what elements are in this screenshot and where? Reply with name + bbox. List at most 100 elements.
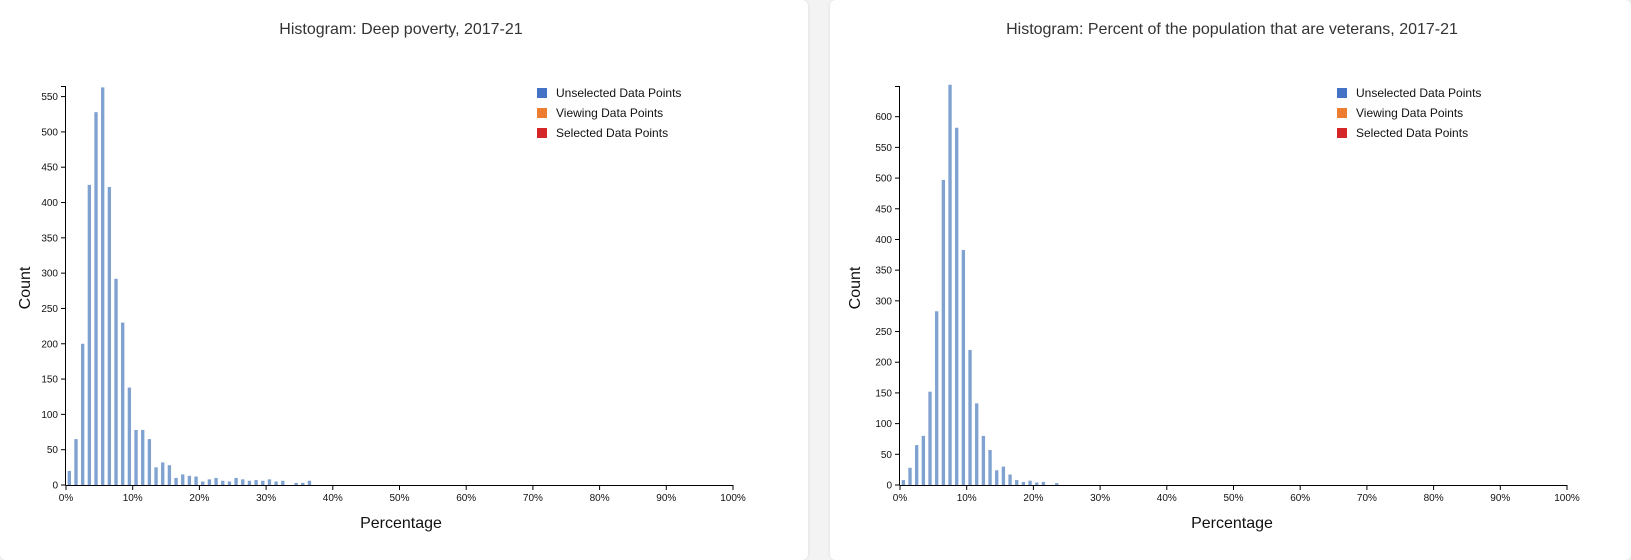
legend-label-selected: Selected Data Points <box>1356 126 1468 140</box>
histogram-bar <box>274 481 278 485</box>
y-tick-label: 350 <box>875 266 892 277</box>
x-tick-label: 100% <box>720 493 746 504</box>
histogram-bar <box>187 475 192 485</box>
y-tick-label: 250 <box>875 327 892 338</box>
y-tick-label: 400 <box>875 235 892 246</box>
y-tick-label: 150 <box>41 375 58 386</box>
y-tick-label: 400 <box>41 198 58 209</box>
histogram-bar <box>161 462 165 485</box>
legend-label-viewing: Viewing Data Points <box>556 106 663 120</box>
legend-swatch-selected <box>1337 128 1347 138</box>
histogram-bar <box>121 322 125 485</box>
histogram-bar <box>1008 474 1012 485</box>
histogram-bar <box>1041 481 1046 485</box>
y-tick-label: 450 <box>875 204 892 215</box>
legend-swatch-viewing <box>537 108 547 118</box>
x-axis: 0% 10% 20% 30% 40% 50% 60% 70% 80% 90% 100% <box>893 485 1580 504</box>
histogram-bar <box>127 387 132 485</box>
legend-label-selected: Selected Data Points <box>556 126 668 140</box>
x-tick-label: 20% <box>189 493 209 504</box>
histogram-bar <box>901 480 906 485</box>
histogram-panel-veterans: Histogram: Percent of the population tha… <box>830 0 1631 560</box>
x-tick-label: 70% <box>1357 493 1377 504</box>
histogram-bar <box>1028 480 1032 485</box>
y-tick-label: 100 <box>41 410 58 421</box>
x-tick-label: 60% <box>456 493 476 504</box>
histogram-bar <box>141 429 145 485</box>
chart-title: Histogram: Percent of the population tha… <box>1006 21 1458 38</box>
histogram-bar <box>1055 483 1059 485</box>
histogram-bar <box>114 278 118 485</box>
histogram-bar <box>981 435 986 485</box>
x-tick-label: 60% <box>1290 493 1310 504</box>
histogram-bar <box>1015 480 1019 485</box>
x-tick-label: 20% <box>1023 493 1043 504</box>
x-tick-label: 50% <box>389 493 409 504</box>
x-tick-label: 10% <box>123 493 143 504</box>
legend: Unselected Data Points Viewing Data Poin… <box>1337 86 1481 140</box>
histogram-bar <box>147 439 152 485</box>
histogram-bar <box>935 311 939 485</box>
y-tick-label: 350 <box>41 233 58 244</box>
histogram-bar <box>107 186 112 486</box>
x-tick-label: 90% <box>656 493 676 504</box>
bar-series <box>901 84 1059 486</box>
histogram-bar <box>181 474 185 485</box>
legend-item-viewing[interactable]: Viewing Data Points <box>537 106 663 120</box>
histogram-bar <box>955 127 959 486</box>
x-tick-label: 0% <box>59 493 74 504</box>
x-tick-label: 80% <box>590 493 610 504</box>
legend-item-selected[interactable]: Selected Data Points <box>1337 126 1468 140</box>
x-tick-label: 80% <box>1424 493 1444 504</box>
y-tick-label: 150 <box>875 388 892 399</box>
histogram-bar <box>267 479 272 485</box>
histogram-bar <box>227 481 232 485</box>
legend-label-unselected: Unselected Data Points <box>1356 86 1481 100</box>
histogram-bar <box>221 480 225 485</box>
histogram-bar <box>254 480 258 485</box>
legend-item-viewing[interactable]: Viewing Data Points <box>1337 106 1463 120</box>
histogram-bar <box>214 477 218 485</box>
histogram-bar <box>948 84 952 486</box>
histogram-bar <box>74 439 78 485</box>
histogram-bar <box>241 479 245 485</box>
x-tick-label: 50% <box>1223 493 1243 504</box>
y-tick-label: 250 <box>41 304 58 315</box>
legend-item-unselected[interactable]: Unselected Data Points <box>1337 86 1481 100</box>
x-axis: 0% 10% 20% 30% 40% 50% 60% 70% 80% 90% 100% <box>59 485 746 504</box>
histogram-bar <box>134 429 138 485</box>
histogram-bar <box>988 450 992 485</box>
legend-swatch-viewing <box>1337 108 1347 118</box>
histogram-bar <box>995 470 999 485</box>
y-tick-label: 450 <box>41 163 58 174</box>
x-axis-title: Percentage <box>360 515 442 532</box>
y-tick-label: 0 <box>52 481 58 492</box>
x-tick-label: 0% <box>893 493 908 504</box>
y-axis-title: Count <box>17 266 34 309</box>
histogram-bar <box>234 477 238 485</box>
legend: Unselected Data Points Viewing Data Poin… <box>537 86 681 140</box>
y-tick-label: 200 <box>41 339 58 350</box>
legend-label-unselected: Unselected Data Points <box>556 86 681 100</box>
histogram-bar <box>961 249 966 485</box>
histogram-bar <box>941 179 946 486</box>
histogram-bar <box>915 445 919 485</box>
legend-item-selected[interactable]: Selected Data Points <box>537 126 668 140</box>
histogram-bar <box>928 391 932 485</box>
histogram-bar <box>67 470 72 485</box>
histogram-bar <box>281 480 285 485</box>
y-tick-label: 200 <box>875 358 892 369</box>
histogram-chart-deep-poverty: Histogram: Deep poverty, 2017-21 Percent… <box>17 21 746 532</box>
histogram-bar <box>1001 466 1006 485</box>
legend-item-unselected[interactable]: Unselected Data Points <box>537 86 681 100</box>
histogram-bar <box>174 477 178 485</box>
y-tick-label: 50 <box>881 450 893 461</box>
histogram-bar <box>194 476 198 485</box>
histogram-bar <box>87 184 92 485</box>
y-tick-label: 0 <box>886 481 892 492</box>
histogram-bar <box>81 343 85 485</box>
y-axis-title: Count <box>847 266 864 309</box>
bar-series <box>67 87 312 486</box>
y-tick-label: 300 <box>875 296 892 307</box>
x-tick-label: 70% <box>523 493 543 504</box>
